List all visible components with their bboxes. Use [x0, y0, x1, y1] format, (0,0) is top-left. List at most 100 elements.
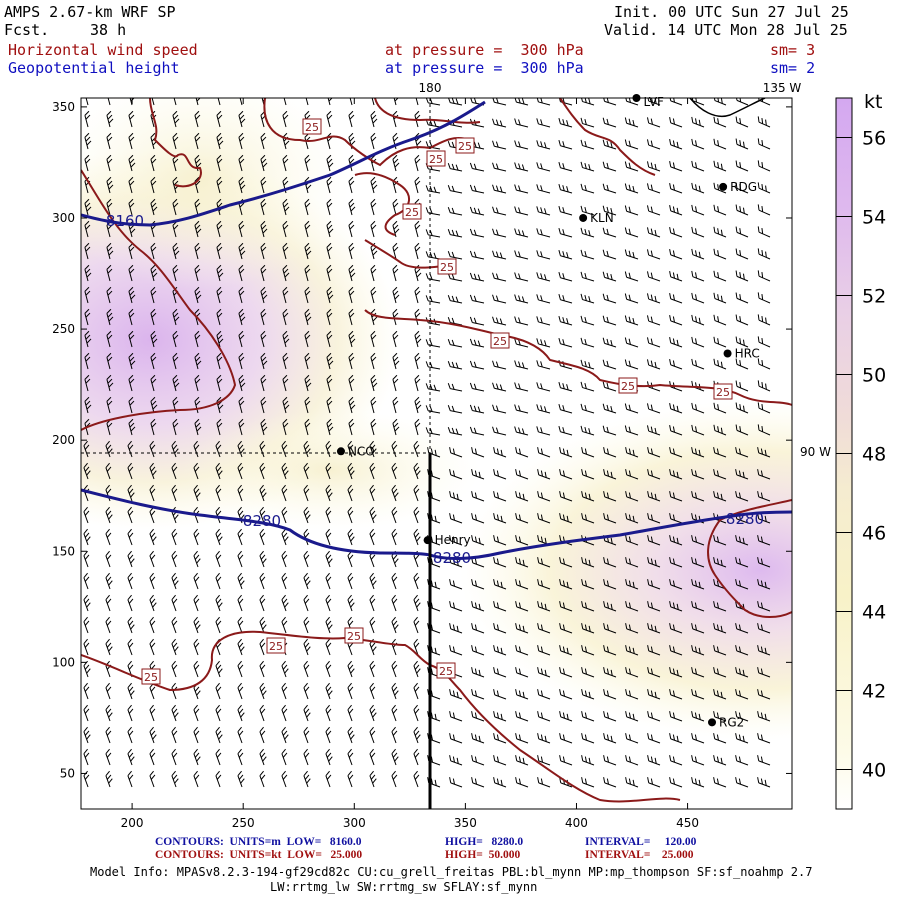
- wind-barb: [215, 528, 223, 546]
- wind-barb: [558, 118, 573, 128]
- wind-barb: [127, 462, 134, 480]
- wind-barb: [127, 748, 135, 766]
- wind-barb: [193, 660, 200, 678]
- wind-barb: [348, 308, 355, 326]
- wind-barb: [515, 711, 529, 722]
- wind-barb: [493, 601, 507, 612]
- wind-barb: [84, 132, 92, 150]
- station-label: NCO: [348, 444, 375, 458]
- wind-barb: [624, 183, 639, 194]
- wind-barb: [348, 352, 355, 370]
- wind-barb: [669, 711, 683, 722]
- wind-barb: [536, 360, 551, 370]
- wind-barb: [171, 638, 179, 656]
- wind-barb: [691, 248, 705, 260]
- wind-barb: [691, 733, 705, 744]
- wind-barb: [83, 748, 90, 766]
- speed-contour-label-box: [490, 332, 510, 349]
- wind-barb: [303, 726, 310, 744]
- wind-barb: [427, 645, 441, 656]
- wind-barb: [735, 645, 749, 656]
- wind-barb: [757, 689, 771, 700]
- wind-barb: [536, 338, 551, 348]
- wind-barb: [127, 682, 135, 700]
- wind-barb: [172, 98, 177, 106]
- wind-barb: [259, 528, 266, 546]
- wind-barb: [347, 506, 354, 524]
- wind-barb: [128, 418, 136, 436]
- wind-barb: [536, 426, 551, 436]
- wind-barb: [669, 755, 683, 766]
- wind-barb: [149, 616, 156, 634]
- wind-barb: [326, 308, 333, 326]
- wind-barb: [669, 271, 683, 282]
- wind-barb: [282, 308, 289, 326]
- wind-barb: [128, 286, 136, 304]
- wind-barb: [581, 711, 595, 722]
- wind-barb: [427, 601, 441, 612]
- meridian-lines: [81, 98, 432, 809]
- wind-barb: [646, 139, 661, 150]
- speed-contour-label: 25: [405, 206, 419, 219]
- wind-barb: [149, 748, 156, 766]
- wind-barb: [669, 425, 683, 436]
- wind-barb: [757, 380, 771, 392]
- wind-barb: [259, 770, 266, 788]
- wind-barb: [194, 418, 202, 436]
- wind-barb: [427, 689, 441, 700]
- y-tick-label: 50: [60, 766, 75, 780]
- wind-barb: [492, 140, 507, 150]
- wind-barb: [414, 110, 421, 128]
- wind-barb: [735, 777, 749, 788]
- wind-barb: [216, 242, 223, 260]
- wind-barb: [691, 777, 705, 788]
- wind-barb: [105, 594, 112, 612]
- wind-barb: [449, 733, 463, 744]
- wind-barb: [691, 535, 705, 546]
- wind-barb: [282, 154, 289, 172]
- speed-contour-label-box: [141, 668, 161, 685]
- wind-barb: [238, 330, 245, 348]
- wind-barb: [735, 535, 749, 546]
- wind-barb: [603, 733, 617, 744]
- wind-barb: [369, 638, 377, 656]
- wind-barb: [603, 711, 617, 722]
- wind-barb: [581, 667, 595, 678]
- wind-barb: [757, 160, 771, 172]
- wind-barb: [580, 315, 595, 326]
- wind-barb: [259, 484, 267, 502]
- wind-barb: [515, 733, 529, 744]
- wind-barb: [259, 616, 267, 634]
- wind-barb: [757, 601, 771, 612]
- wind-barb: [127, 440, 134, 458]
- wind-barb: [128, 396, 135, 414]
- wind-barb: [647, 667, 661, 678]
- wind-barb: [391, 440, 398, 458]
- wind-barb: [172, 198, 179, 216]
- wind-barb: [558, 294, 573, 304]
- wind-barb: [625, 689, 639, 700]
- wind-barb: [447, 426, 463, 436]
- wind-barb: [625, 667, 639, 678]
- wind-barb: [215, 550, 222, 568]
- wind-barb: [260, 396, 267, 414]
- wind-barb: [216, 308, 223, 326]
- wind-barb: [83, 594, 91, 612]
- wind-barb: [757, 270, 771, 282]
- wind-barb: [536, 162, 551, 172]
- wind-barb: [325, 594, 332, 612]
- wind-barb: [735, 226, 749, 238]
- wind-barb: [447, 404, 463, 414]
- wind-barb: [580, 293, 595, 304]
- wind-barb: [493, 447, 507, 458]
- wind-barb: [150, 352, 157, 370]
- wind-barb: [735, 270, 749, 282]
- wind-barb: [83, 440, 90, 458]
- wind-barb: [757, 491, 771, 502]
- wind-barb: [215, 682, 222, 700]
- wind-barb: [581, 689, 595, 700]
- wind-barb: [194, 330, 201, 348]
- wind-barb: [238, 374, 246, 392]
- wind-barb: [392, 154, 400, 172]
- x-tick-label: 300: [343, 816, 366, 830]
